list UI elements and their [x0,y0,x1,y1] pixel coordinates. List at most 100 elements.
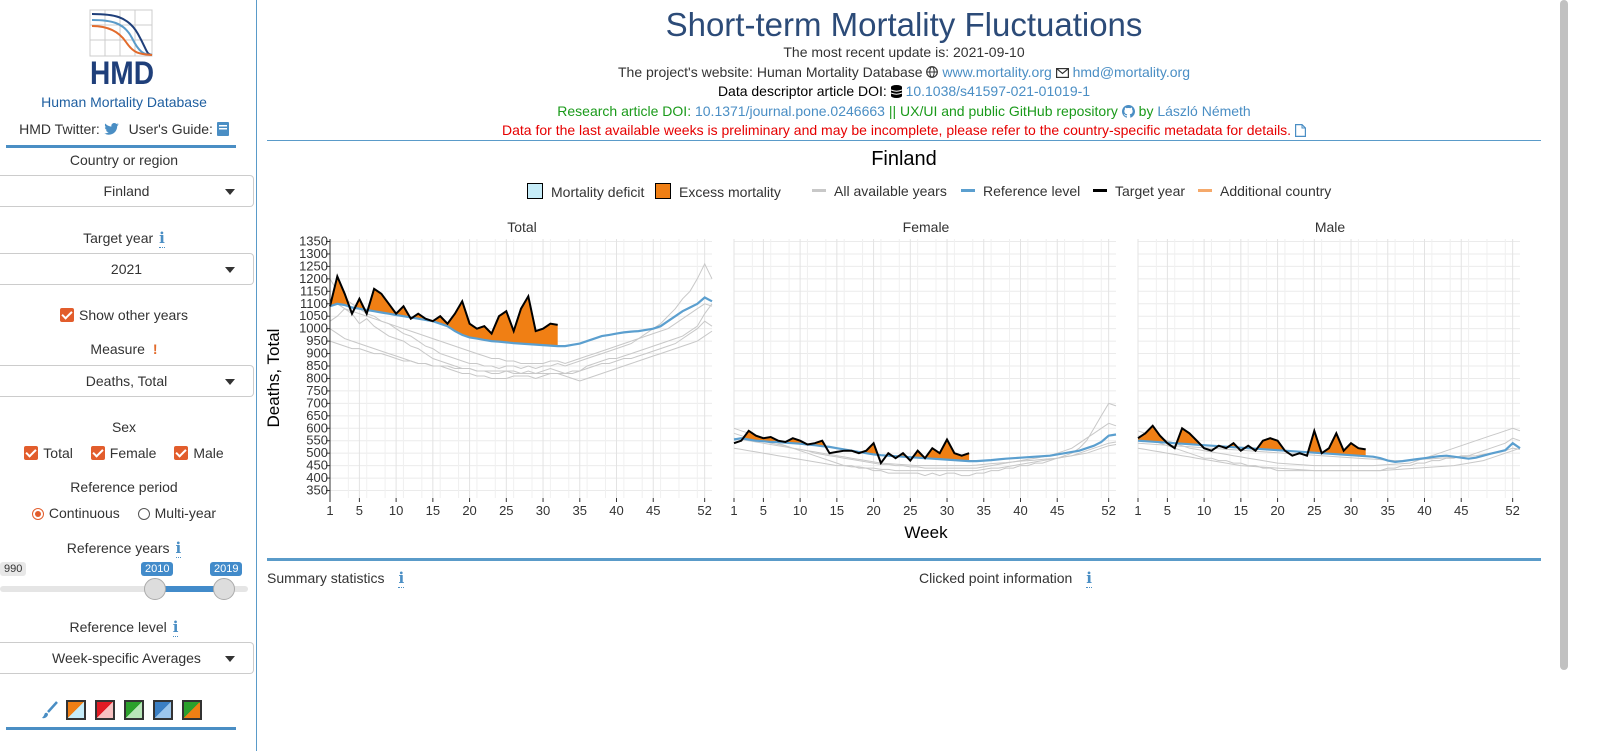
sex-options: Total Female Male [0,445,248,461]
legend-reference[interactable]: Reference level [961,183,1080,199]
email-link[interactable]: hmd@mortality.org [1072,64,1191,80]
measure-row: Measure! [0,341,248,357]
target-year-select[interactable]: 2021 [0,253,254,285]
doi-link[interactable]: 10.1038/s41597-021-01019-1 [905,83,1091,99]
ref-level-select[interactable]: Week-specific Averages [0,642,254,674]
x-tick-label: 52 [697,503,711,518]
y-tick-label: 750 [306,383,328,398]
ref-period-multiyear-radio[interactable]: Multi-year [137,505,217,521]
x-tick-label: 35 [573,503,587,518]
x-tick-label: 5 [1164,503,1171,518]
x-tick-label: 1 [326,503,333,518]
legend-excess[interactable]: Excess mortality [655,183,781,200]
info-icon[interactable]: i [1086,569,1092,588]
sidebar-divider-bottom [6,727,236,730]
chart-title: Finland [871,148,937,170]
color-scheme-green[interactable] [124,700,144,720]
x-tick-label: 35 [1381,503,1395,518]
envelope-icon [1055,68,1069,79]
summary-statistics-label: Summary statistics [267,570,385,586]
sex-label: Sex [111,419,137,435]
checkbox-checked-icon[interactable] [24,446,39,460]
research-link[interactable]: 10.1371/journal.pone.0246663 [694,103,885,119]
sex-female-checkbox[interactable]: Female [90,445,156,461]
legend-label: Mortality deficit [551,184,645,200]
ref-level-label: Reference level [69,619,167,635]
twitter-icon[interactable] [103,123,119,135]
y-tick-label: 1150 [300,283,328,298]
color-scheme-orange-blue[interactable] [66,700,86,720]
mortality-chart[interactable]: 1 5 10 15 20 25 30 35 40 45 52 1 5 10 15 20 25 30 35 40 45 52… [0,0,1560,560]
hmd-logo[interactable]: HMD [88,8,158,86]
info-icon[interactable]: i [172,618,179,637]
x-tick-label: 52 [1505,503,1519,518]
slider-track[interactable] [0,586,248,592]
chevron-down-icon [225,189,235,195]
y-tick-label: 1000 [299,321,328,336]
checkbox-checked-icon[interactable] [174,446,189,460]
measure-select[interactable]: Deaths, Total [0,365,254,397]
show-other-years-checkbox[interactable]: Show other years [0,307,248,323]
y-tick-label: 1050 [299,308,328,323]
sidebar: HMD Human Mortality Database HMD Twitter… [0,0,257,751]
chevron-down-icon [225,656,235,662]
legend-additional[interactable]: Additional country [1198,183,1331,199]
other-year-line [733,422,1117,469]
sex-male-checkbox[interactable]: Male [174,445,224,461]
slider-from-handle[interactable] [144,578,166,600]
y-tick-label: 1350 [299,233,328,248]
paint-brush-icon [42,701,58,719]
page-scrollbar[interactable] [1560,0,1568,670]
pdf-icon[interactable] [1294,124,1306,137]
author-link[interactable]: László Németh [1157,103,1251,119]
github-icon [1121,105,1135,118]
slider-range [155,586,225,592]
country-select[interactable]: Finland [0,175,254,207]
radio-unselected-icon[interactable] [137,508,150,520]
legend-label: All available years [834,183,947,199]
header-divider [267,140,1541,141]
checkbox-checked-icon[interactable] [90,446,105,460]
legend-deficit[interactable]: Mortality deficit [527,183,644,200]
legend-all-years[interactable]: All available years [812,183,947,199]
x-tick-label: 45 [646,503,660,518]
legend-target[interactable]: Target year [1093,183,1185,199]
color-scheme-green-orange[interactable] [182,700,202,720]
book-icon[interactable] [216,122,229,136]
page-title: Short-term Mortality Fluctuations [665,6,1143,43]
ref-period-continuous-radio[interactable]: Continuous [31,505,120,521]
x-tick-label: 25 [903,503,917,518]
x-tick-label: 15 [830,503,844,518]
slider-to-handle[interactable] [213,578,235,600]
color-scheme-blue[interactable] [153,700,173,720]
radio-label: Multi-year [154,505,217,521]
site-name[interactable]: Human Mortality Database [41,94,207,110]
website-link[interactable]: www.mortality.org [942,64,1052,80]
slider-min-label: 990 [0,562,27,576]
y-tick-label: 900 [306,346,328,361]
target-year-label: Target year [83,230,154,246]
update-text: The most recent update is: 2021-09-10 [783,44,1025,60]
y-tick-label: 400 [306,470,328,485]
clicked-point-label: Clicked point information [919,570,1073,586]
color-scheme-red[interactable] [95,700,115,720]
warning-icon[interactable]: ! [152,341,158,357]
y-tick-label: 700 [306,395,328,410]
website-row: The project's website: Human Mortality D… [267,64,1541,80]
info-icon[interactable]: i [398,569,405,588]
guide-label: User's Guide: [128,121,213,137]
measure-value: Deaths, Total [85,373,168,389]
doi-row: Data descriptor article DOI: 10.1038/s41… [267,83,1541,99]
sex-total-checkbox[interactable]: Total [24,445,73,461]
x-tick-label: 30 [1344,503,1358,518]
panel-title-female: Female [902,219,950,235]
checkbox-checked-icon[interactable] [60,308,75,322]
info-icon[interactable]: i [175,539,182,558]
y-tick-label: 600 [306,420,328,435]
slider-to-label: 2019 [210,562,243,576]
info-icon[interactable]: i [159,229,165,248]
y-tick-label: 1300 [299,246,328,261]
y-tick-label: 350 [306,483,328,498]
radio-selected-icon[interactable] [31,508,44,520]
y-tick-label: 1100 [300,296,328,311]
